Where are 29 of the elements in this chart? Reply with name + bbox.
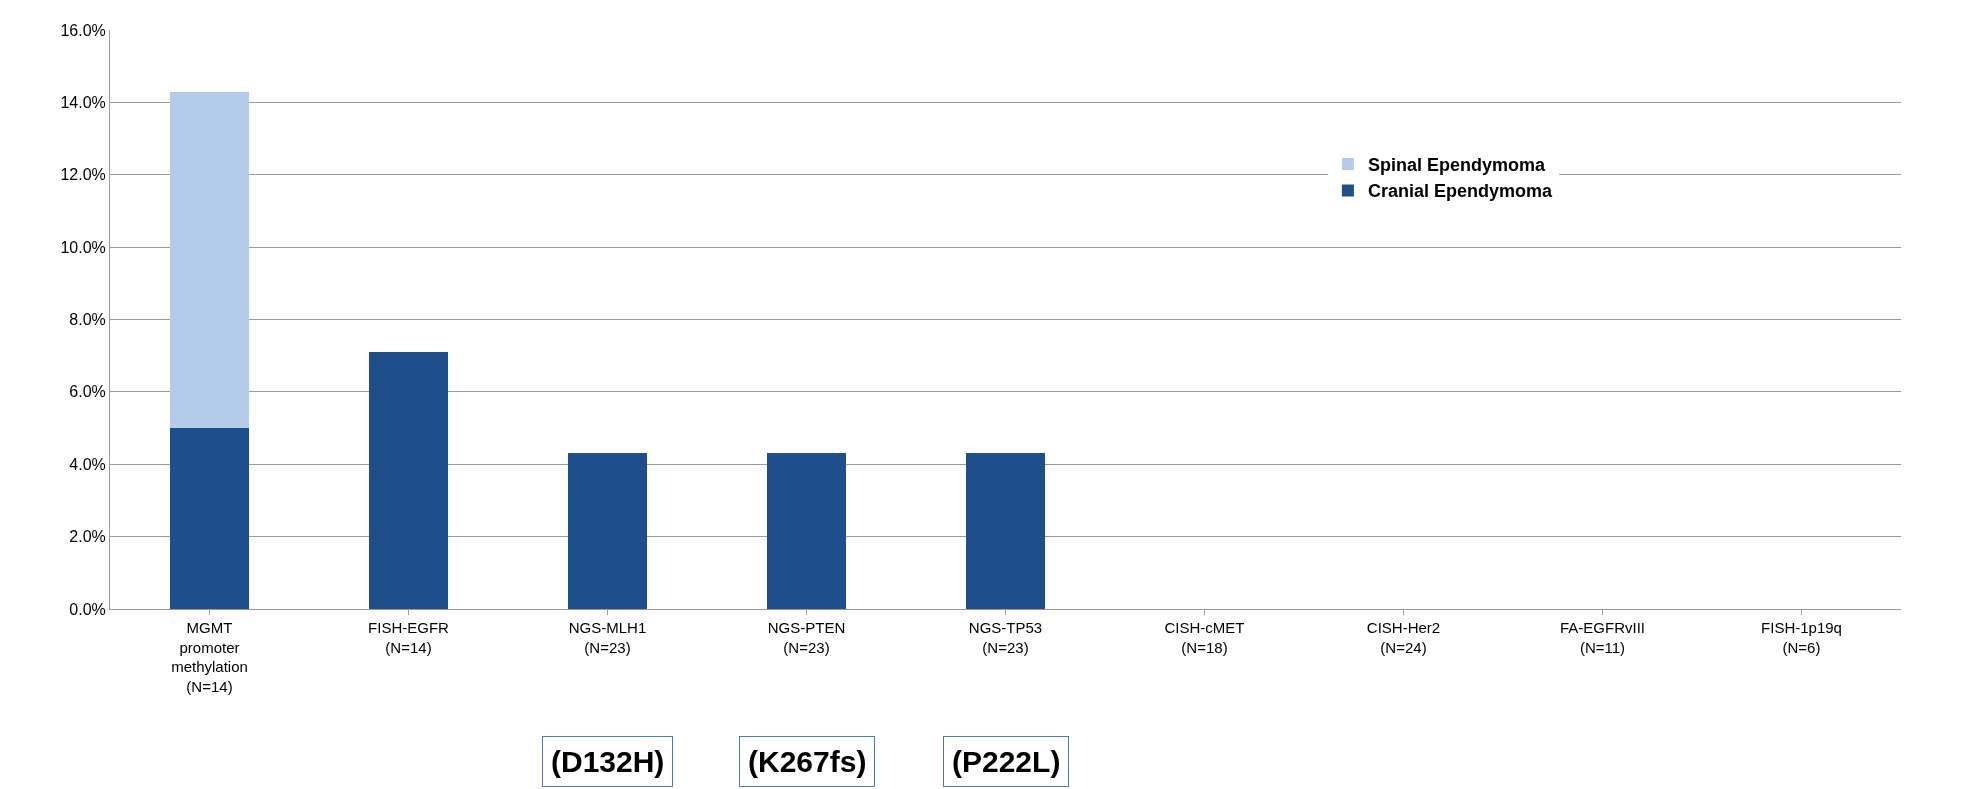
x-tick-label: FISH-1p19q (N=6) <box>1761 619 1842 656</box>
y-tick-label: 4.0% <box>69 455 106 473</box>
bar <box>169 91 250 429</box>
x-tick-label: NGS-PTEN (N=23) <box>767 619 846 656</box>
bar <box>567 453 648 609</box>
x-tick-label: NGS-TP53 (N=23) <box>968 619 1043 656</box>
text: (P222L) <box>952 745 1061 778</box>
bar <box>169 428 250 609</box>
y-tick-label: 2.0% <box>69 528 106 546</box>
y-tick-label: 8.0% <box>69 311 106 329</box>
x-tick-label: FISH-EGFR (N=14) <box>368 619 450 656</box>
bar <box>368 352 449 609</box>
text: (K267fs) <box>748 745 867 778</box>
x-tick-label: FA-EGFRvIII (N=11) <box>1559 619 1646 656</box>
y-tick-label: 0.0% <box>69 600 106 618</box>
bar <box>766 453 847 609</box>
y-tick-label: 12.0% <box>60 166 106 184</box>
y-tick-label: 6.0% <box>69 383 106 401</box>
text: (D132H) <box>551 745 665 778</box>
x-tick-label: CISH-cMET (N=18) <box>1164 619 1245 656</box>
legend-label: Spinal Ependymoma <box>1367 155 1546 176</box>
y-tick-label: 10.0% <box>60 238 106 256</box>
x-tick-label: NGS-MLH1 (N=23) <box>568 619 647 656</box>
y-tick-label: 14.0% <box>60 93 106 111</box>
legend-label: Cranial Ependymoma <box>1367 181 1553 202</box>
x-tick-label: MGMT promoter methylation (N=14) <box>171 619 248 695</box>
x-tick-label: CISH-Her2 (N=24) <box>1366 619 1441 656</box>
bar <box>965 453 1046 609</box>
y-tick-label: 16.0% <box>60 21 106 39</box>
